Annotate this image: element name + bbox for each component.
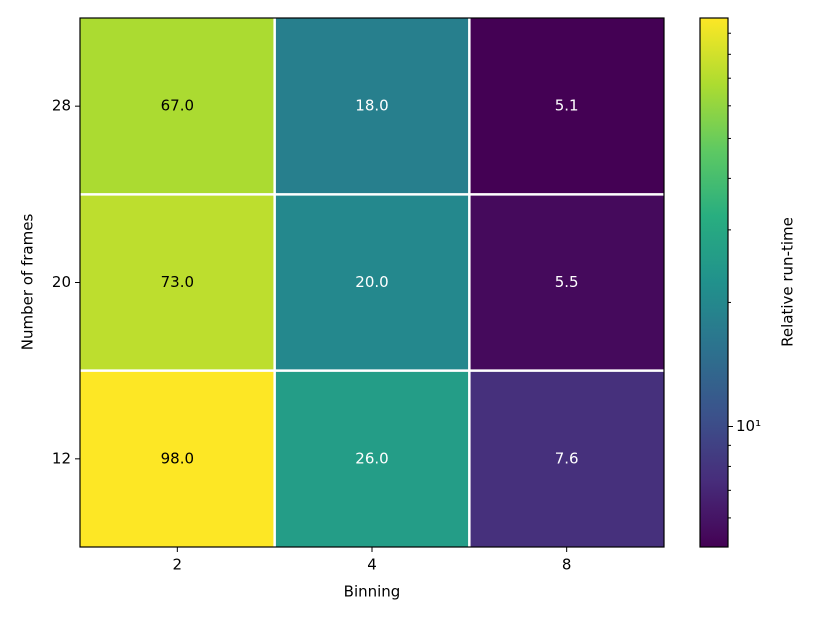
cell-label: 5.5 (555, 273, 579, 291)
x-axis-label: Binning (344, 583, 401, 601)
heatmap-cell (469, 194, 664, 371)
heatmap-cell (274, 194, 470, 371)
heatmap-cell (469, 18, 664, 195)
heatmap-cell (80, 18, 275, 195)
x-tick-label: 4 (367, 556, 377, 574)
cell-label: 98.0 (161, 449, 194, 467)
colorbar (699, 17, 729, 548)
cell-label: 18.0 (355, 97, 388, 115)
heatmap-cell (469, 370, 664, 547)
heatmap-cell (274, 18, 470, 195)
y-tick-label: 28 (52, 97, 71, 115)
heatmap-cell (80, 370, 275, 547)
x-tick-label: 8 (562, 556, 572, 574)
cell-label: 26.0 (355, 449, 388, 467)
colorbar-label: Relative run-time (779, 217, 797, 347)
cell-label: 5.1 (555, 97, 579, 115)
y-axis-label: Number of frames (19, 214, 37, 351)
y-tick-label: 20 (52, 273, 71, 291)
cell-label: 20.0 (355, 273, 388, 291)
x-tick-label: 2 (173, 556, 183, 574)
heatmap-cell (80, 194, 275, 371)
cell-label: 73.0 (161, 273, 194, 291)
heatmap-cell (274, 370, 470, 547)
cell-label: 7.6 (555, 449, 579, 467)
y-tick-label: 12 (52, 449, 71, 467)
cell-label: 67.0 (161, 97, 194, 115)
colorbar-tick-label: 10¹ (736, 417, 761, 435)
